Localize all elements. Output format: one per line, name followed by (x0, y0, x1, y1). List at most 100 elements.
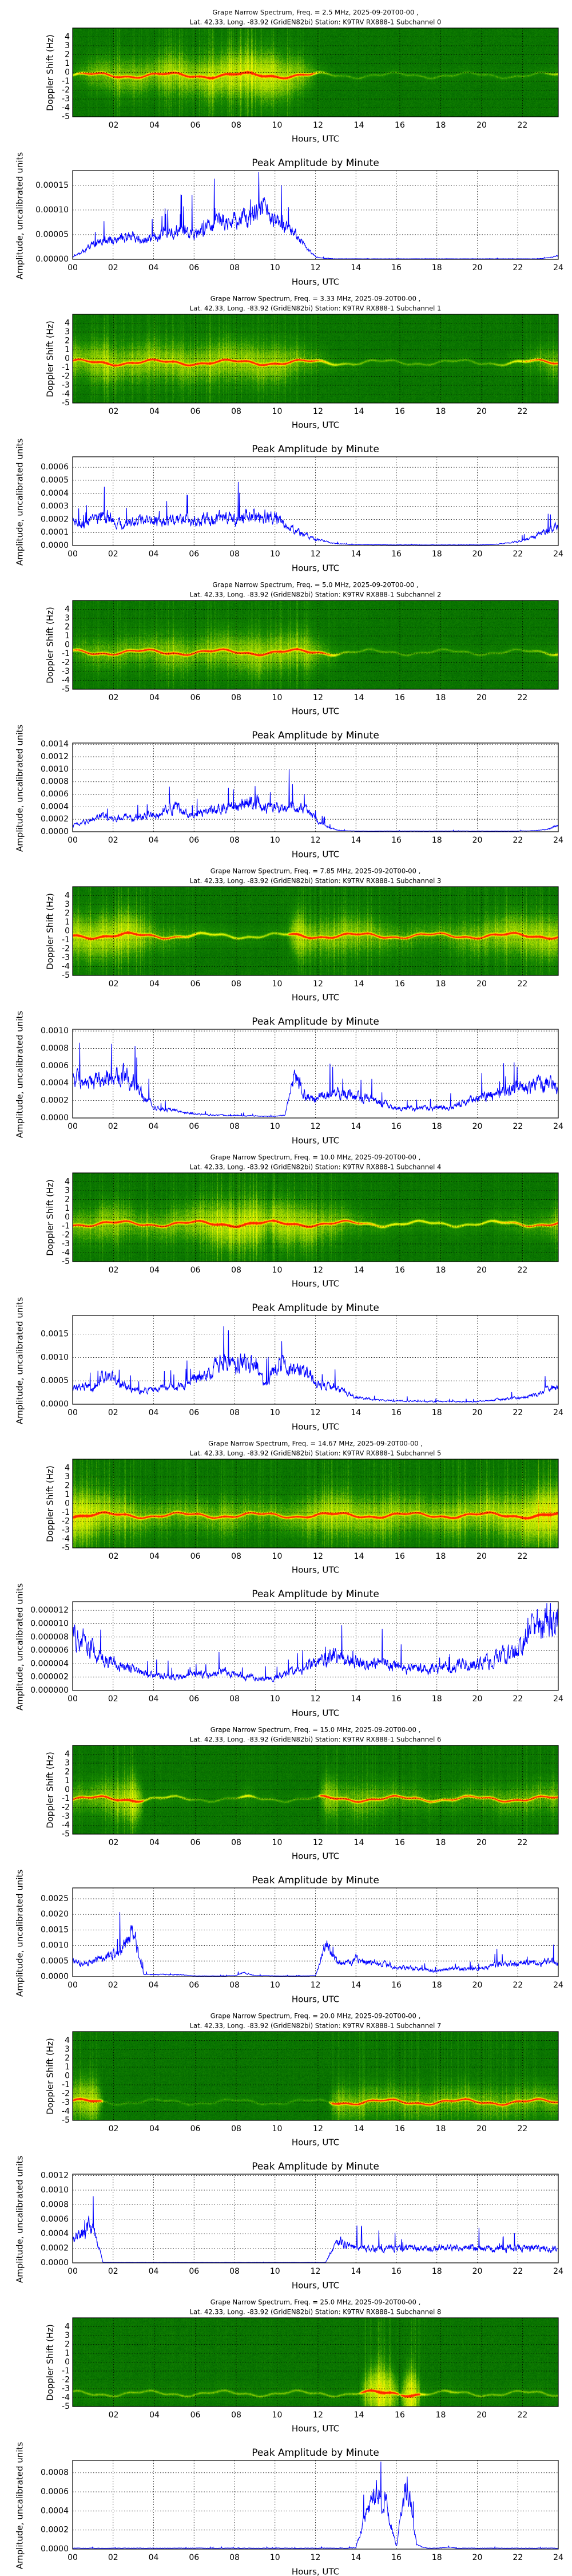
x-tick-label: 24 (553, 2267, 563, 2276)
x-tick-label: 16 (395, 1552, 405, 1561)
y-tick-label: 2 (65, 50, 70, 60)
x-tick-label: 16 (391, 836, 402, 845)
x-tick-label: 08 (231, 979, 241, 989)
spectrogram-title: Grape Narrow Spectrum, Freq. = 5.0 MHz, … (212, 581, 418, 589)
x-tick-label: 16 (395, 693, 405, 702)
x-tick-label: 00 (67, 1694, 78, 1704)
x-tick-label: 12 (311, 263, 321, 272)
y-tick-label: 3 (65, 2331, 70, 2340)
x-tick-label: 18 (436, 407, 446, 416)
x-tick-label: 08 (231, 1266, 241, 1275)
x-tick-label: 08 (231, 2411, 241, 2420)
y-tick-label: 1 (65, 918, 70, 927)
y-tick-label: 0.0006 (41, 2215, 69, 2224)
y-tick-label: -3 (62, 2098, 70, 2107)
x-tick-label: 08 (231, 2124, 241, 2134)
y-tick-label: 0.000002 (30, 1673, 69, 1682)
x-tick-label: 10 (270, 836, 280, 845)
x-tick-label: 02 (108, 2267, 118, 2276)
x-tick-label: 16 (391, 1408, 402, 1417)
y-tick-label: 0.0005 (41, 1376, 69, 1385)
y-tick-label: 0.000008 (30, 1633, 69, 1642)
amplitude-x-axis-label: Hours, UTC (292, 563, 339, 573)
y-tick-label: -1 (62, 935, 70, 945)
amplitude-y-axis-label: Amplitude, uncalibrated units (15, 2442, 25, 2570)
y-tick-label: 3 (65, 900, 70, 909)
x-tick-label: 06 (189, 550, 199, 559)
amplitude-frame (72, 1315, 559, 1405)
y-tick-label: 0.0000 (41, 2545, 69, 2554)
x-tick-label: 12 (311, 1694, 321, 1704)
spectrogram-x-axis-label: Hours, UTC (292, 1565, 339, 1575)
x-tick-label: 20 (476, 121, 487, 130)
x-tick-label: 22 (518, 1266, 528, 1275)
amplitude-frame (72, 456, 559, 546)
x-tick-label: 08 (229, 1122, 240, 1131)
y-tick-label: 0.0002 (41, 1096, 69, 1105)
y-tick-label: 0.000000 (30, 1686, 69, 1695)
y-tick-label: 4 (65, 2322, 70, 2332)
x-tick-label: 02 (109, 407, 119, 416)
x-tick-label: 22 (513, 2553, 523, 2562)
y-tick-label: -1 (62, 1508, 70, 1517)
y-tick-label: 0.0002 (41, 515, 69, 524)
panel-subchannel-2: Grape Narrow Spectrum, Freq. = 5.0 MHz, … (0, 572, 572, 859)
x-tick-label: 20 (476, 1552, 487, 1561)
x-tick-label: 00 (67, 2553, 78, 2562)
x-tick-label: 18 (436, 2411, 446, 2420)
x-tick-label: 20 (472, 1122, 483, 1131)
y-tick-label: -3 (62, 381, 70, 390)
spectrogram-subtitle: Lat. 42.33, Long. -83.92 (GridEN82bi) St… (190, 1449, 442, 1457)
spectrogram-y-axis-label: Doppler Shift (Hz) (45, 2324, 55, 2401)
x-tick-label: 10 (270, 2553, 280, 2562)
x-tick-label: 22 (518, 693, 528, 702)
y-tick-label: 0.0004 (41, 2506, 69, 2515)
y-tick-label: 0 (65, 927, 70, 936)
y-tick-label: 3 (65, 614, 70, 623)
spectrogram-frame (72, 2031, 559, 2121)
x-tick-label: 12 (313, 1266, 323, 1275)
y-tick-label: 0.000010 (30, 1619, 69, 1628)
y-tick-label: 0 (65, 1785, 70, 1795)
y-tick-label: 0.0002 (41, 2244, 69, 2253)
x-tick-label: 24 (553, 263, 563, 272)
x-tick-label: 10 (270, 1408, 280, 1417)
x-tick-label: 20 (476, 1838, 487, 1847)
y-tick-label: -3 (62, 1239, 70, 1249)
x-tick-label: 24 (553, 1694, 563, 1704)
y-tick-label: -1 (62, 1222, 70, 1231)
x-tick-label: 16 (395, 407, 405, 416)
y-tick-label: -4 (62, 676, 70, 685)
x-tick-label: 02 (109, 2411, 119, 2420)
y-tick-label: 1 (65, 2349, 70, 2358)
x-tick-label: 14 (354, 121, 364, 130)
y-tick-label: 4 (65, 33, 70, 42)
x-tick-label: 16 (391, 2553, 402, 2562)
spectrogram-subtitle: Lat. 42.33, Long. -83.92 (GridEN82bi) St… (190, 2022, 442, 2030)
spectrogram-title: Grape Narrow Spectrum, Freq. = 3.33 MHz,… (210, 295, 421, 303)
x-tick-label: 20 (472, 2553, 483, 2562)
spectrogram-frame (72, 27, 559, 117)
y-tick-label: -4 (62, 104, 70, 113)
x-tick-label: 10 (270, 1694, 280, 1704)
y-tick-label: 3 (65, 1472, 70, 1481)
x-tick-label: 14 (351, 1981, 361, 1990)
x-tick-label: 22 (518, 979, 528, 989)
x-tick-label: 18 (432, 550, 442, 559)
amplitude-title: Peak Amplitude by Minute (252, 1589, 379, 1600)
spectrogram-title: Grape Narrow Spectrum, Freq. = 25.0 MHz,… (210, 2298, 421, 2306)
y-tick-label: 0.0008 (41, 2200, 69, 2209)
y-tick-label: 0.0002 (41, 2526, 69, 2535)
spectrogram-title: Grape Narrow Spectrum, Freq. = 7.85 MHz,… (210, 867, 421, 875)
y-tick-label: 0.0005 (41, 476, 69, 485)
x-tick-label: 24 (553, 836, 563, 845)
amplitude-frame (72, 742, 559, 832)
x-tick-label: 24 (553, 1981, 563, 1990)
y-tick-label: -4 (62, 2393, 70, 2403)
x-tick-label: 08 (231, 407, 241, 416)
x-tick-label: 12 (311, 2553, 321, 2562)
y-tick-label: 2 (65, 2340, 70, 2349)
x-tick-label: 06 (190, 693, 201, 702)
y-tick-label: 0.00015 (35, 181, 69, 190)
spectrogram-y-axis-label: Doppler Shift (Hz) (45, 34, 55, 111)
